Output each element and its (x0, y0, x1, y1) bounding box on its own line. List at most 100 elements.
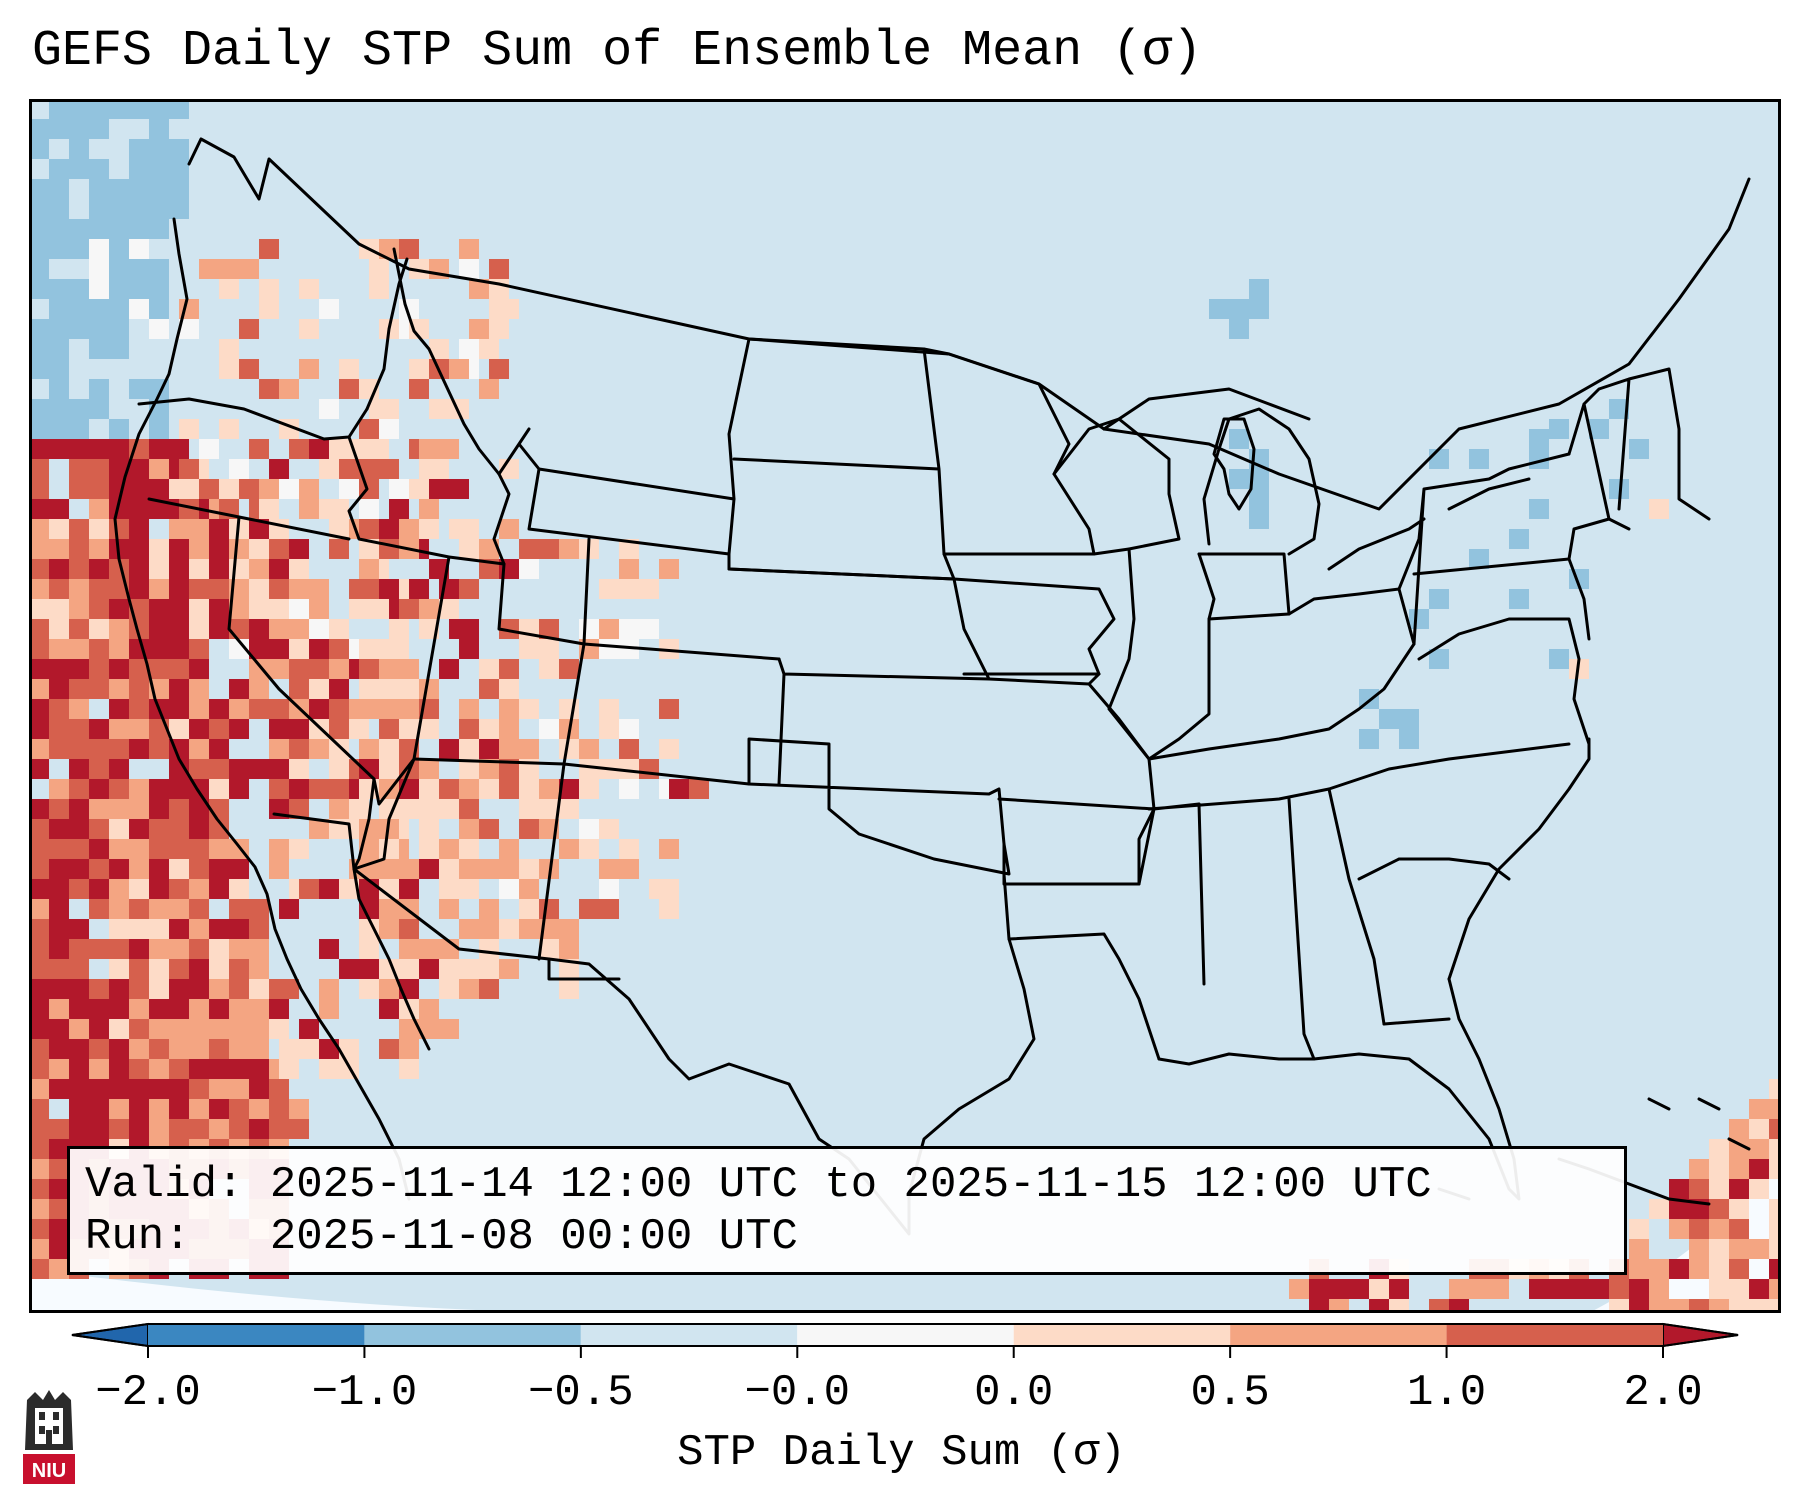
stp-cell (129, 219, 149, 239)
stp-cell (229, 879, 249, 899)
stp-cell (219, 279, 239, 299)
stp-cell (109, 459, 129, 479)
stp-cell (539, 639, 559, 659)
stp-cell (49, 739, 69, 759)
stp-cell (189, 919, 209, 939)
stp-cell (479, 919, 499, 939)
stp-cell (1729, 1199, 1749, 1219)
stp-cell (29, 599, 49, 619)
stp-cell (379, 979, 399, 999)
stp-cell (259, 499, 279, 519)
stp-cell (489, 359, 509, 379)
stp-cell (1409, 609, 1429, 629)
stp-cell (479, 539, 499, 559)
stp-cell (129, 1059, 149, 1079)
stp-cell (169, 979, 189, 999)
stp-cell (109, 99, 129, 119)
stp-cell (249, 1119, 269, 1139)
stp-cell (69, 679, 89, 699)
stp-cell (209, 559, 229, 579)
svg-text:NIU: NIU (32, 1460, 66, 1482)
stp-cell (29, 899, 49, 919)
stp-cell (69, 519, 89, 539)
stp-cell (459, 719, 479, 739)
stp-cell (29, 559, 49, 579)
stp-cell (599, 719, 619, 739)
stp-cell (149, 219, 169, 239)
stp-cell (289, 719, 309, 739)
stp-cell (149, 499, 169, 519)
stp-cell (89, 579, 109, 599)
stp-cell (459, 619, 479, 639)
stp-cell (359, 419, 379, 439)
stp-cell (259, 379, 279, 399)
stp-cell (1729, 1219, 1749, 1239)
stp-cell (1549, 1279, 1569, 1299)
stp-cell (169, 919, 189, 939)
stp-cell (329, 619, 349, 639)
stp-cell (129, 819, 149, 839)
stp-cell (129, 679, 149, 699)
colorbar-tick-label: −2.0 (95, 1368, 201, 1412)
stp-cell (229, 859, 249, 879)
stp-cell (69, 359, 89, 379)
stp-cell (419, 939, 439, 959)
stp-cell (499, 879, 519, 899)
stp-cell (29, 579, 49, 599)
stp-cell (619, 619, 639, 639)
stp-cell (1709, 1279, 1729, 1299)
stp-cell (219, 419, 239, 439)
domain-edge-southwest (29, 1269, 589, 1313)
stp-cell (49, 1259, 69, 1279)
stp-cell (29, 639, 49, 659)
stp-cell (249, 1039, 269, 1059)
stp-cell (229, 639, 249, 659)
stp-cell (149, 99, 169, 119)
map-canvas[interactable] (29, 99, 1781, 1313)
stp-cell (359, 979, 379, 999)
stp-cell (49, 379, 69, 399)
stp-cell (49, 859, 69, 879)
stp-cell (539, 779, 559, 799)
stp-cell (1449, 489, 1469, 509)
stp-cell (359, 559, 379, 579)
stp-cell (189, 519, 209, 539)
stp-cell (149, 179, 169, 199)
stp-cell (1549, 459, 1569, 479)
stp-cell (49, 119, 69, 139)
stp-cell (1249, 469, 1269, 489)
stp-cell (329, 519, 349, 539)
stp-cell (209, 539, 229, 559)
stp-cell (399, 1059, 419, 1079)
stp-cell (189, 539, 209, 559)
stp-cell (269, 559, 289, 579)
stp-cell (599, 639, 619, 659)
stp-cell (209, 839, 229, 859)
stp-cell (439, 799, 459, 819)
stp-cell (269, 1119, 289, 1139)
stp-cell (1229, 319, 1249, 339)
map-panel[interactable] (29, 99, 1781, 1313)
stp-cell (189, 1019, 209, 1039)
stp-cell (539, 539, 559, 559)
stp-cell (69, 239, 89, 259)
stp-cell (89, 639, 109, 659)
valid-line: Valid: 2025-11-14 12:00 UTC to 2025-11-1… (85, 1159, 1432, 1211)
stp-cell (359, 899, 379, 919)
stp-cell (29, 179, 49, 199)
colorbar-segment (797, 1324, 1014, 1346)
stp-cell (129, 1099, 149, 1119)
stp-cell (49, 939, 69, 959)
stp-cell (89, 679, 109, 699)
stp-cell (639, 619, 659, 639)
stp-cell (319, 299, 339, 319)
stp-cell (519, 739, 539, 759)
stp-cell (29, 319, 49, 339)
stp-cell (659, 559, 679, 579)
stp-cell (1689, 1299, 1709, 1313)
stp-cell (1389, 1279, 1409, 1299)
stp-cell (69, 179, 89, 199)
stp-cell (659, 639, 679, 659)
stp-cell (499, 699, 519, 719)
stp-cell (49, 1159, 69, 1179)
